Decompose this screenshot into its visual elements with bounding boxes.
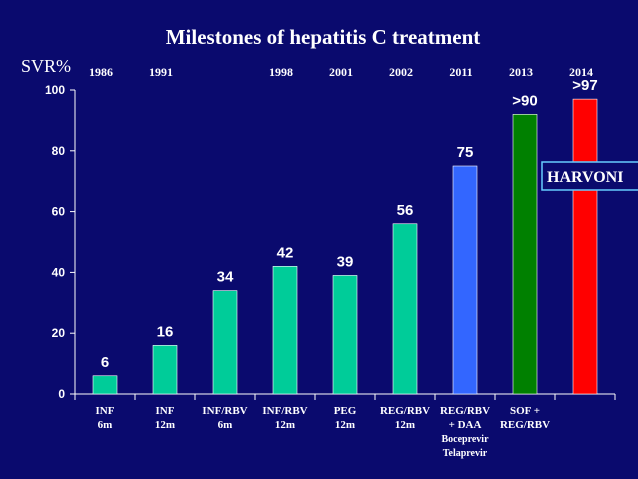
x-tick-label: REG/RBV (380, 405, 430, 417)
x-tick-label: INF (96, 405, 115, 417)
data-label: 42 (277, 244, 294, 261)
data-label: 6 (101, 354, 109, 371)
x-tick-label: SOF + (510, 405, 540, 417)
bar (152, 345, 178, 395)
data-label: 56 (397, 202, 414, 219)
x-tick-label: 12m (335, 419, 355, 431)
y-tick-label: 0 (58, 387, 65, 401)
year-label: 2011 (449, 65, 472, 79)
data-label: 34 (217, 269, 234, 286)
data-label: >97 (572, 77, 597, 94)
y-tick-label: 80 (52, 144, 66, 158)
y-tick-label: 100 (45, 83, 65, 97)
bar (452, 165, 478, 395)
year-label: 2001 (329, 65, 353, 79)
y-axis-label: SVR% (21, 56, 71, 76)
y-tick-label: 60 (52, 205, 66, 219)
x-tick-label: INF (156, 405, 175, 417)
x-tick-label: + DAA (449, 419, 482, 431)
y-tick-label: 40 (52, 265, 66, 279)
x-tick-label: PEG (334, 405, 357, 417)
bar (92, 375, 118, 395)
x-tick-label: REG/RBV (500, 419, 550, 431)
bars-group: 6 16 34 42 39 56 75 >90 >97 (92, 77, 598, 395)
data-label: 75 (457, 144, 474, 161)
y-tick-label: 20 (52, 326, 66, 340)
annotations-group: HARVONI (541, 161, 638, 191)
bar (272, 266, 298, 395)
year-label: 2014 (569, 65, 593, 79)
data-label: 39 (337, 253, 354, 270)
bar (332, 275, 358, 395)
x-tick-label: 6m (98, 419, 113, 431)
bar (212, 290, 238, 395)
x-tick-label: Boceprevir (441, 434, 489, 445)
data-label: >90 (512, 92, 537, 109)
chart-title: Milestones of hepatitis C treatment (166, 25, 481, 49)
year-label: 2002 (389, 65, 413, 79)
x-tick-label: 12m (395, 419, 415, 431)
x-tick-label: 12m (155, 419, 175, 431)
bar (572, 98, 598, 395)
bar (392, 223, 418, 395)
x-tick-label: 12m (275, 419, 295, 431)
year-label: 1991 (149, 65, 173, 79)
x-tick-label: INF/RBV (202, 405, 247, 417)
year-label: 2013 (509, 65, 533, 79)
bar (512, 114, 538, 395)
x-tick-label: INF/RBV (262, 405, 307, 417)
annotation-box (541, 161, 638, 191)
x-tick-label: REG/RBV (440, 405, 490, 417)
data-label: 16 (157, 323, 174, 340)
year-label: 1986 (89, 65, 113, 79)
x-tick-label: Telaprevir (443, 448, 488, 459)
year-label: 1998 (269, 65, 293, 79)
x-tick-label: 6m (218, 419, 233, 431)
annotation-label: HARVONI (547, 169, 623, 186)
